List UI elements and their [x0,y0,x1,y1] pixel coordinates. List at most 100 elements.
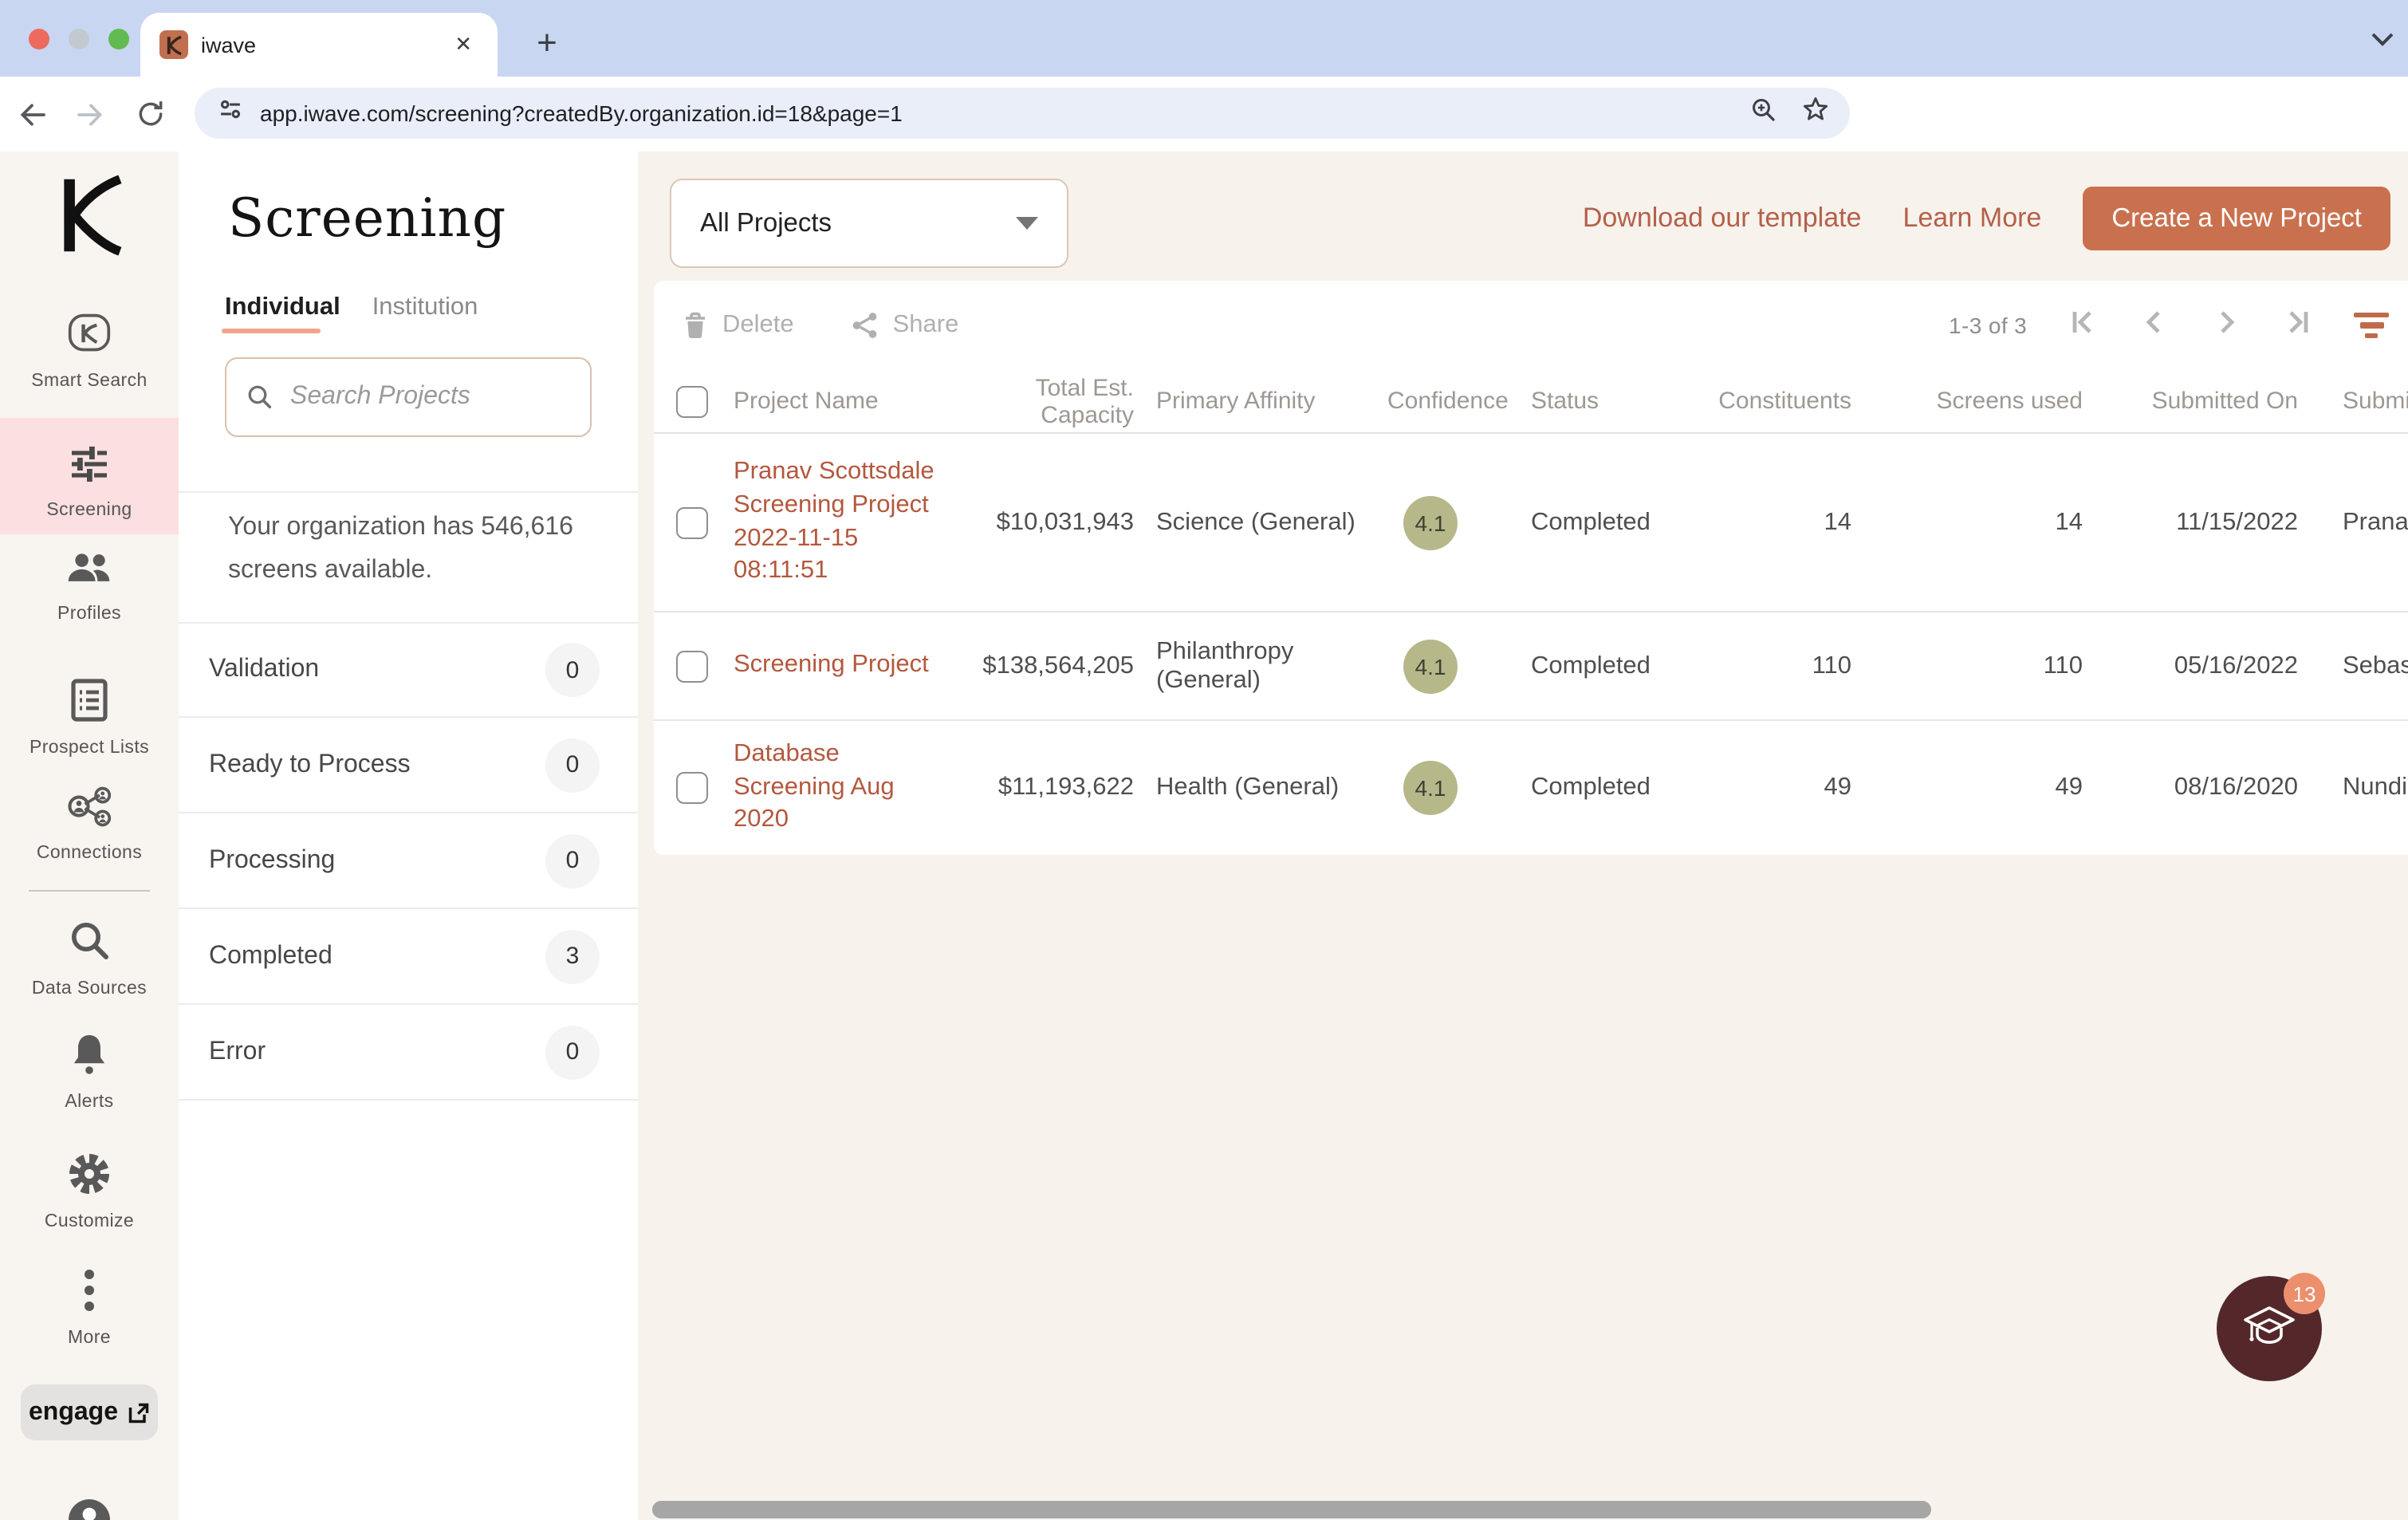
column-header[interactable]: Confidence [1387,388,1509,415]
project-name-link[interactable]: Pranav Scottsdale Screening Project 2022… [734,457,934,585]
affinity-cell: Science (General) [1156,508,1355,535]
address-bar[interactable]: app.iwave.com/screening?createdBy.organi… [195,88,1850,139]
project-name-link[interactable]: Screening Project [734,651,929,679]
iwave-favicon [159,30,188,59]
sidebar-item-label: Smart Search [31,372,148,391]
sidebar-item-label: More [67,1329,111,1348]
sidebar-item-label: Screening [46,501,132,520]
sidebar-item-alerts[interactable]: Alerts [0,1032,179,1112]
bookmark-star-icon[interactable] [1800,94,1831,132]
iwave-logo [0,174,179,257]
column-header[interactable]: Status [1531,388,1599,415]
column-header[interactable]: Constituents [1718,388,1851,415]
column-header[interactable]: Total Est. Capacity [1035,374,1134,428]
status-cell: Completed [1531,652,1651,679]
external-link-icon [128,1402,149,1423]
next-page-icon[interactable] [2210,305,2242,345]
screens-used-cell: 14 [2055,508,2083,535]
sidebar-item-customize[interactable]: Customize [0,1152,179,1231]
column-header[interactable]: Primary Affinity [1156,388,1316,415]
panel-divider [179,491,638,493]
horizontal-scrollbar[interactable] [652,1501,1931,1518]
forward-icon[interactable] [64,87,118,141]
status-row-ready-to-process[interactable]: Ready to Process 0 [179,718,638,813]
project-search-field[interactable] [225,357,592,437]
browser-tab[interactable]: iwave ✕ [140,13,498,77]
sidebar-item-profiles[interactable]: Profiles [0,547,179,624]
create-new-project-button[interactable]: Create a New Project [2083,187,2390,250]
tab-search-chevron-icon[interactable] [2360,16,2405,61]
status-row-error[interactable]: Error 0 [179,1005,638,1101]
site-settings-icon[interactable] [217,96,244,131]
previous-page-icon[interactable] [2138,305,2170,345]
status-list: Validation 0 Ready to Process 0 Processi… [179,622,638,1101]
sidebar-item-label: Alerts [65,1093,114,1112]
row-checkbox[interactable] [676,772,708,804]
submitted-by-cell: Sebast [2343,652,2408,679]
sidebar-item-account[interactable]: Account [0,1496,179,1520]
project-name-link[interactable]: Database Screening Aug 2020 [734,739,895,833]
status-row-completed[interactable]: Completed 3 [179,909,638,1005]
sidebar-item-data-sources[interactable]: Data Sources [0,919,179,998]
share-icon [852,313,876,338]
engage-label: engage [28,1398,118,1425]
last-page-icon[interactable] [2282,305,2314,345]
macos-close-button[interactable] [29,29,49,49]
tab-institution[interactable]: Institution [372,293,478,321]
column-header[interactable]: Submitted By [2343,388,2408,415]
delete-button[interactable]: Delete [683,311,794,340]
sidebar-item-more[interactable]: More [0,1268,179,1348]
table-row[interactable]: Database Screening Aug 2020 $11,193,622 … [654,721,2408,855]
status-cell: Completed [1531,508,1651,535]
download-template-link[interactable]: Download our template [1582,203,1862,233]
page-title: Screening [228,187,507,249]
tab-close-icon[interactable]: ✕ [454,32,472,56]
screens-used-cell: 49 [2055,774,2083,801]
table-toolbar: Delete Share 1-3 of 3 [654,281,2408,370]
active-tab-underline [222,329,321,333]
main-content: All Projects Download our template Learn… [638,152,2408,1520]
row-checkbox[interactable] [676,650,708,682]
sidebar-item-connections[interactable]: Connections [0,786,179,863]
learn-more-link[interactable]: Learn More [1902,203,2042,233]
first-page-icon[interactable] [2067,305,2099,345]
sidebar-item-prospect-lists[interactable]: Prospect Lists [0,678,179,758]
tab-individual[interactable]: Individual [225,293,340,321]
new-tab-button[interactable]: + [537,22,557,62]
confidence-badge: 4.1 [1403,761,1458,815]
notification-badge: 13 [2284,1273,2325,1314]
reload-icon[interactable] [123,87,177,141]
column-header[interactable]: Project Name [734,388,879,415]
browser-tab-strip: iwave ✕ + [0,0,2408,77]
engage-button[interactable]: engage [21,1384,158,1440]
select-all-checkbox[interactable] [676,385,708,417]
row-checkbox[interactable] [676,506,708,538]
status-count-badge: 0 [545,738,600,792]
submitted-on-cell: 08/16/2020 [2174,774,2298,801]
capacity-cell: $138,564,205 [982,652,1134,679]
share-button[interactable]: Share [852,311,958,340]
sidebar-item-smart-search[interactable]: Smart Search [0,311,179,391]
back-icon[interactable] [5,87,59,141]
table-header-row: Project Name Total Est. Capacity Primary… [654,370,2408,434]
status-row-validation[interactable]: Validation 0 [179,622,638,718]
constituents-cell: 110 [1812,652,1851,679]
screening-panel: Screening Individual Institution Your or… [179,152,638,1520]
project-filter-dropdown[interactable]: All Projects [670,179,1068,268]
filter-icon[interactable] [2354,312,2390,339]
sidebar-item-label: Connections [36,844,143,863]
zoom-icon[interactable] [1749,95,1778,132]
screens-available-message: Your organization has 546,616 screens av… [228,514,573,584]
search-input[interactable] [290,383,545,412]
nav-rail: Smart Search Screening Profiles Prospect… [0,152,179,1520]
macos-zoom-button[interactable] [108,29,129,49]
confidence-badge: 4.1 [1403,639,1458,693]
column-header[interactable]: Screens used [1936,388,2083,415]
column-header[interactable]: Submitted On [2151,388,2298,415]
sidebar-item-screening[interactable]: Screening [0,418,179,534]
status-row-processing[interactable]: Processing 0 [179,813,638,909]
macos-minimize-button[interactable] [69,29,89,49]
submitted-on-cell: 05/16/2022 [2174,652,2298,679]
table-row[interactable]: Pranav Scottsdale Screening Project 2022… [654,434,2408,612]
table-row[interactable]: Screening Project $138,564,205 Philanthr… [654,612,2408,721]
